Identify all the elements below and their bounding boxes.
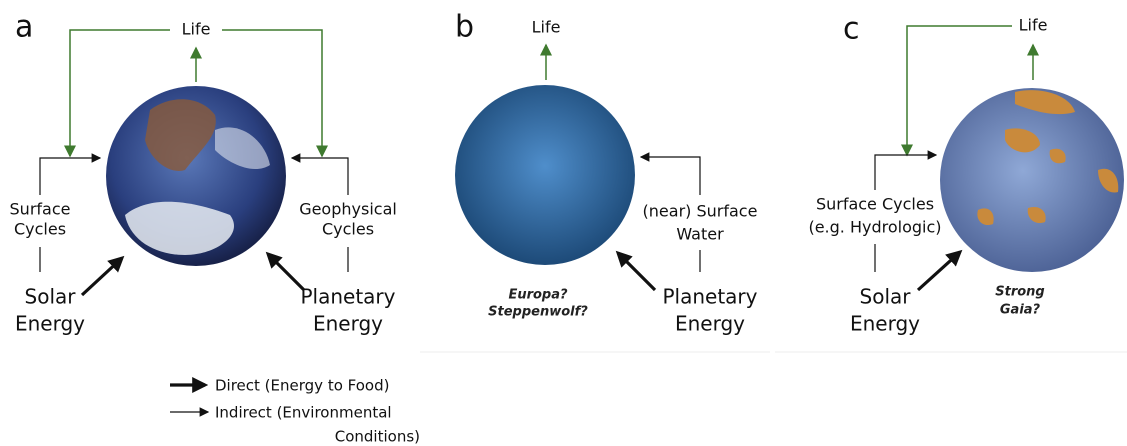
green-arrow (901, 25, 1012, 157)
cycle-label: Surface Cycles (816, 195, 934, 214)
continent (977, 208, 994, 226)
cycle-label: Cycles (14, 220, 66, 239)
energy-label: Energy (850, 312, 920, 336)
energy-label: Energy (313, 312, 383, 336)
planet-globe (455, 85, 635, 265)
direct-arrow (615, 250, 657, 292)
continent (1015, 90, 1075, 115)
direct-arrow (265, 251, 306, 292)
cycle-label: (e.g. Hydrologic) (808, 218, 941, 237)
note: Steppenwolf? (488, 305, 588, 320)
green-arrow (64, 29, 170, 158)
continent (1049, 148, 1066, 164)
indirect-arrow (290, 153, 349, 195)
note: Europa? (508, 288, 568, 303)
continent (1098, 168, 1119, 193)
life-label: Life (1019, 16, 1048, 35)
cycle-label: Water (676, 225, 724, 244)
energy-label: Solar (860, 285, 912, 309)
energy-label: Planetary (662, 285, 757, 309)
legend-label: Indirect (Environmental (215, 404, 392, 422)
note: Gaia? (1000, 303, 1041, 318)
direct-arrow (916, 249, 963, 292)
legend-label: Conditions) (335, 428, 420, 446)
panel-c: c Life Surface Cycles (e.g. Hydrologic) … (808, 12, 1124, 336)
continent (1005, 128, 1040, 153)
continent (145, 99, 216, 171)
cycle-label: Cycles (322, 220, 374, 239)
note: Strong (995, 285, 1044, 300)
life-label: Life (182, 20, 211, 39)
panel-a: a Life Surface Cycles Solar Energy Geoph… (10, 10, 397, 336)
cycle-label: (near) Surface (643, 202, 758, 221)
panel-label: a (15, 10, 33, 45)
cloud (125, 201, 234, 255)
panel-label: c (843, 12, 860, 47)
direct-arrow (80, 255, 125, 297)
cycle-label: Surface (10, 200, 71, 219)
green-arrow (222, 29, 328, 158)
panel-label: b (455, 10, 474, 45)
panel-b: b Life (near) Surface Water Planetary En… (455, 10, 758, 336)
indirect-arrow (874, 150, 938, 190)
cloud (215, 127, 270, 170)
continent (1027, 206, 1046, 224)
energy-label: Planetary (300, 285, 395, 309)
energy-label: Energy (15, 312, 85, 336)
legend-label: Direct (Energy to Food) (215, 377, 389, 395)
gaia-globe (940, 88, 1124, 272)
indirect-arrow (39, 153, 102, 195)
cycle-label: Geophysical (299, 200, 397, 219)
indirect-arrow (639, 152, 701, 195)
energy-label: Energy (675, 312, 745, 336)
life-label: Life (532, 18, 561, 37)
legend: Direct (Energy to Food) Indirect (Enviro… (170, 377, 420, 446)
energy-label: Solar (25, 285, 77, 309)
